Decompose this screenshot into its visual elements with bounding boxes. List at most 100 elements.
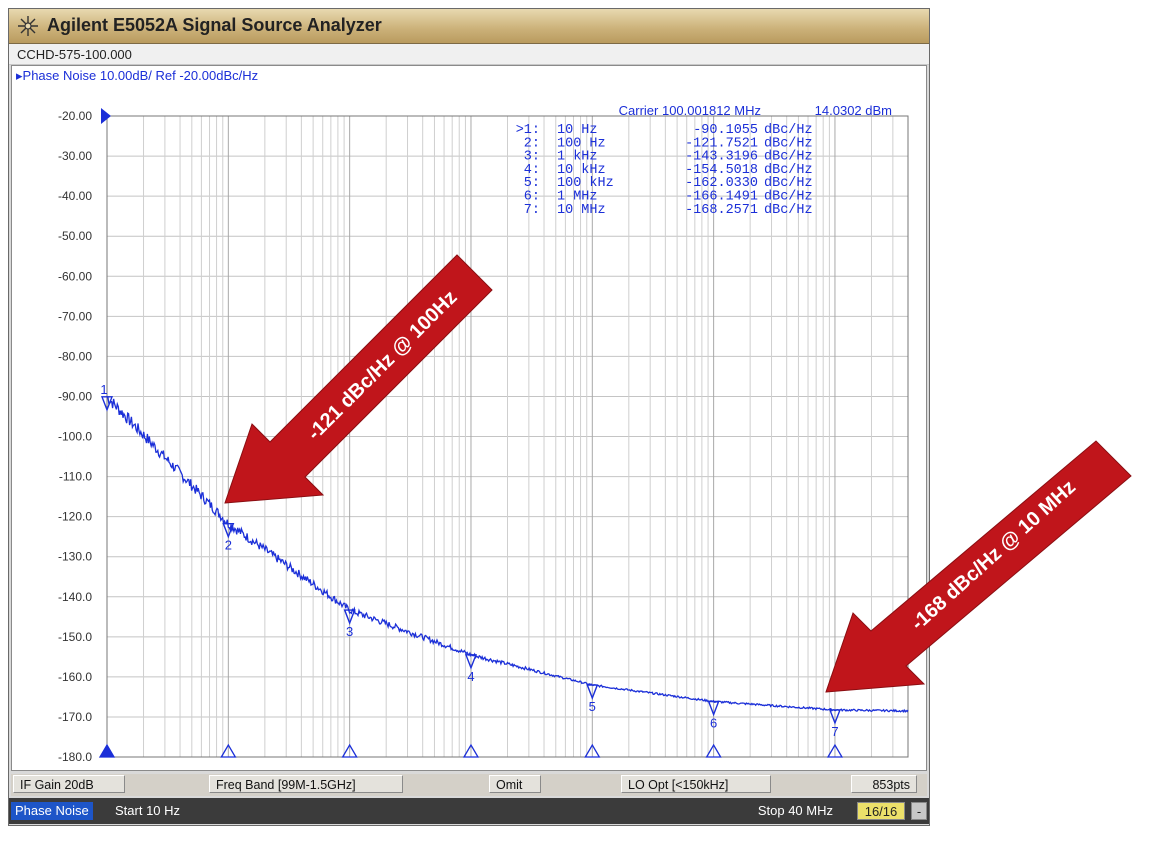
carrier-power: 14.0302 dBm [815, 103, 892, 118]
marker-triangle-icon[interactable] [343, 609, 356, 625]
trace-header[interactable]: ▸Phase Noise 10.00dB/ Ref -20.00dBc/Hz [16, 68, 258, 84]
start-frequency[interactable]: Start 10 Hz [115, 803, 181, 818]
trace-counter[interactable]: 16/16 [857, 802, 905, 820]
reference-level-icon[interactable] [101, 108, 111, 124]
carrier-frequency: Carrier 100.001812 MHz [619, 103, 761, 118]
phase-noise-trace[interactable] [106, 396, 909, 714]
marker-table-value: -162.0330 [685, 176, 758, 191]
marker-table-unit: dBc/Hz [764, 163, 813, 178]
marker-table-unit: dBc/Hz [764, 203, 813, 218]
plot-border [106, 115, 909, 758]
marker-axis-icon[interactable] [584, 743, 601, 758]
marker-triangle-icon[interactable] [707, 700, 720, 717]
arrow-100hz-shape [224, 254, 493, 504]
annotation-100hz-text: -121 dBc/Hz @ 100Hz [303, 286, 461, 444]
marker-number: 6 [710, 716, 717, 731]
marker-number: 1 [100, 382, 107, 397]
marker-axis-icon[interactable] [462, 743, 480, 758]
marker-table-id: 4: [524, 163, 540, 178]
marker-table-unit: dBc/Hz [764, 176, 813, 191]
marker-table-id: 6: [524, 190, 540, 205]
points-status[interactable]: 853pts [851, 775, 917, 793]
marker-triangle-icon[interactable] [828, 709, 841, 725]
analyzer-window: Agilent E5052A Signal Source Analyzer CC… [8, 8, 930, 826]
marker-table-value: -166.1491 [685, 190, 758, 205]
marker-number: 2 [225, 538, 232, 553]
annotation-arrow-100hz: -121 dBc/Hz @ 100Hz [224, 254, 493, 504]
agilent-logo-icon [18, 16, 38, 36]
y-tick-label: -170.0 [58, 710, 92, 724]
measurement-mode[interactable]: Phase Noise [11, 802, 93, 820]
marker-triangle-icon[interactable] [586, 684, 599, 700]
marker-table-unit: dBc/Hz [764, 136, 813, 151]
y-tick-label: -120.0 [58, 510, 92, 524]
more-button[interactable]: - [911, 802, 927, 820]
marker-axis-icon[interactable] [826, 743, 844, 758]
channel-title: CCHD-575-100.000 [17, 47, 132, 62]
marker-table-frequency: 1 MHz [557, 190, 598, 205]
marker-number: 3 [346, 624, 353, 639]
annotation-10mhz-text: -168 dBc/Hz @ 10 MHz [907, 476, 1080, 635]
if-gain-status[interactable]: IF Gain 20dB [13, 775, 125, 793]
y-tick-label: -30.00 [58, 149, 92, 163]
marker-table-id: 7: [524, 203, 540, 218]
marker-table-value: -121.7521 [685, 136, 758, 151]
plot-panel: -20.00 -30.00 -40.00 -50.00 -60.00 -70.00 -80.… [11, 65, 927, 771]
marker-table-frequency: 100 Hz [557, 136, 606, 151]
trace-active-icon: ▸ [16, 68, 23, 83]
y-tick-label: -130.0 [58, 550, 92, 564]
y-tick-label: -140.0 [58, 590, 92, 604]
y-tick-label: -180.0 [58, 750, 92, 764]
marker-axis-icon[interactable] [220, 743, 237, 758]
marker-table-value: -90.1055 [693, 123, 758, 138]
y-tick-label: -80.00 [58, 349, 92, 363]
marker-table-unit: dBc/Hz [764, 150, 813, 165]
lo-opt-status[interactable]: LO Opt [<150kHz] [621, 775, 771, 793]
marker-table-value: -168.2571 [685, 203, 758, 218]
y-tick-label: -20.00 [58, 109, 92, 123]
omit-status[interactable]: Omit [489, 775, 541, 793]
marker-table-frequency: 100 kHz [557, 176, 614, 191]
marker-number: 7 [831, 724, 838, 739]
marker-table-id: 3: [524, 150, 540, 165]
marker-table-value: -154.5018 [685, 163, 758, 178]
y-tick-label: -160.0 [58, 670, 92, 684]
marker-table-frequency: 10 Hz [557, 123, 598, 138]
phase-noise-chart[interactable]: -20.00 -30.00 -40.00 -50.00 -60.00 -70.00 -80.… [12, 66, 926, 770]
annotation-arrow-10mhz: -168 dBc/Hz @ 10 MHz [825, 440, 1132, 693]
stop-frequency[interactable]: Stop 40 MHz [757, 803, 833, 818]
title-bar: Agilent E5052A Signal Source Analyzer [9, 9, 929, 44]
bottom-bar: Phase Noise Start 10 Hz Stop 40 MHz 16/1… [9, 798, 929, 824]
y-tick-label: -50.00 [58, 229, 92, 243]
marker-table-id: >1: [516, 123, 540, 138]
y-tick-label: -40.00 [58, 189, 92, 203]
marker-triangle-icon[interactable] [100, 396, 114, 412]
marker-table-unit: dBc/Hz [764, 123, 813, 138]
marker-axis-icon[interactable] [705, 743, 722, 758]
arrow-10mhz-shape [825, 440, 1132, 693]
y-tick-label: -60.00 [58, 269, 92, 283]
channel-title-bar: CCHD-575-100.000 [9, 44, 929, 65]
marker-table-id: 2: [524, 136, 540, 151]
marker-table-frequency: 10 MHz [557, 203, 606, 218]
window-title: Agilent E5052A Signal Source Analyzer [47, 15, 382, 35]
marker-table-frequency: 10 kHz [557, 163, 606, 178]
y-tick-label: -150.0 [58, 630, 92, 644]
y-tick-label: -110.0 [59, 470, 92, 484]
y-tick-label: -70.00 [58, 309, 92, 323]
marker-table-frequency: 1 kHz [557, 150, 598, 165]
y-tick-label: -100.0 [58, 430, 92, 444]
marker-axis-icon[interactable] [341, 743, 358, 758]
marker-table-id: 5: [524, 176, 540, 191]
marker-triangle-icon[interactable] [222, 522, 235, 539]
trace-header-text: Phase Noise 10.00dB/ Ref -20.00dBc/Hz [22, 68, 259, 83]
freq-band-status[interactable]: Freq Band [99M-1.5GHz] [209, 775, 403, 793]
marker-table-value: -143.3196 [685, 150, 758, 165]
status-bar: IF Gain 20dB Freq Band [99M-1.5GHz] Omit… [11, 774, 927, 796]
marker-number: 4 [467, 669, 474, 684]
marker-triangle-icon[interactable] [464, 654, 477, 670]
y-tick-label: -90.00 [58, 389, 92, 403]
marker-number: 5 [589, 699, 596, 714]
marker-axis-icon[interactable] [98, 743, 116, 758]
